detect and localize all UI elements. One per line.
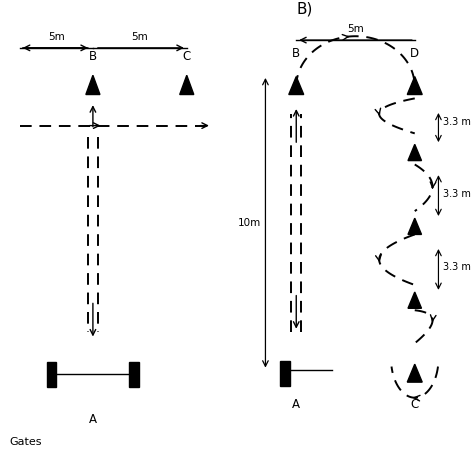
- Text: D: D: [410, 46, 419, 60]
- Text: 5m: 5m: [131, 32, 148, 42]
- Polygon shape: [407, 364, 422, 382]
- Polygon shape: [408, 145, 421, 161]
- Text: A: A: [89, 413, 97, 426]
- Text: 5m: 5m: [48, 32, 65, 42]
- Text: B): B): [296, 2, 313, 17]
- Text: 3.3 m: 3.3 m: [443, 189, 471, 199]
- Polygon shape: [407, 77, 422, 94]
- Text: A: A: [292, 398, 300, 410]
- Polygon shape: [180, 75, 194, 94]
- Bar: [129, 362, 139, 387]
- Text: 3.3 m: 3.3 m: [443, 263, 471, 273]
- Bar: [47, 362, 56, 387]
- Polygon shape: [408, 218, 421, 235]
- Text: 5m: 5m: [347, 24, 364, 34]
- Polygon shape: [408, 292, 421, 308]
- Text: C: C: [182, 50, 191, 64]
- Text: B: B: [89, 50, 97, 64]
- Text: B: B: [292, 46, 301, 60]
- Polygon shape: [86, 75, 100, 94]
- Text: 10m: 10m: [237, 218, 261, 228]
- Polygon shape: [289, 77, 304, 94]
- Text: 3.3 m: 3.3 m: [443, 117, 471, 127]
- Text: C: C: [410, 398, 419, 410]
- Text: Gates: Gates: [9, 437, 42, 447]
- Bar: [280, 361, 290, 386]
